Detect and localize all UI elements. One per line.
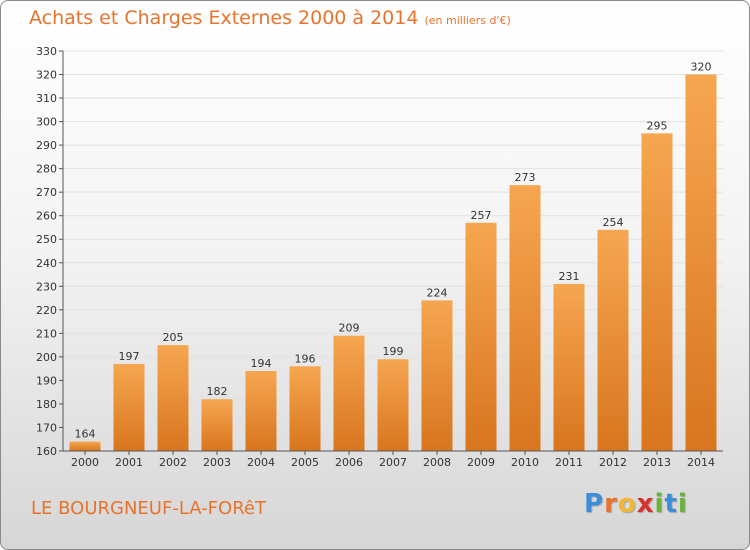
data-label: 205: [163, 331, 184, 344]
bars: 164 197 205 182 194 196 209 199 224 257 273 231 254 2…: [69, 61, 717, 451]
data-label: 197: [119, 350, 140, 363]
logo-letter: i: [654, 489, 665, 519]
x-tick-label: 2014: [687, 456, 715, 469]
bar: [421, 300, 453, 451]
x-tick-label: 2008: [423, 456, 451, 469]
y-tick-label: 320: [36, 69, 57, 82]
y-tick-label: 330: [36, 45, 57, 58]
logo-letter: i: [677, 489, 688, 519]
x-tick-label: 2004: [247, 456, 275, 469]
data-label: 254: [603, 216, 624, 229]
chart-title-text: Achats et Charges Externes 2000 à 2014: [29, 7, 419, 29]
y-tick-label: 210: [36, 327, 57, 340]
bar: [597, 229, 629, 451]
x-tick-label: 2005: [291, 456, 319, 469]
bar: [641, 133, 673, 451]
logo-letter: t: [664, 489, 678, 519]
y-tick-label: 310: [36, 92, 57, 105]
y-tick-label: 290: [36, 139, 57, 152]
proxiti-logo: Proxiti: [584, 489, 688, 519]
y-tick-label: 300: [36, 116, 57, 129]
bar: [69, 441, 101, 451]
data-label: 224: [427, 286, 448, 299]
x-tick-label: 2003: [203, 456, 231, 469]
axes: 160 170 180 190 200 210 220 230 240 250 260 270 280 2…: [36, 45, 723, 469]
bar: [113, 363, 145, 451]
y-tick-label: 250: [36, 233, 57, 246]
bar: [289, 366, 321, 451]
data-label: 320: [691, 61, 712, 74]
logo-letter: P: [584, 489, 605, 519]
data-label: 209: [339, 322, 360, 335]
x-tick-label: 2007: [379, 456, 407, 469]
data-label: 273: [515, 171, 536, 184]
x-tick-label: 2009: [467, 456, 495, 469]
y-tick-label: 160: [36, 445, 57, 458]
y-tick-label: 180: [36, 398, 57, 411]
bar: [245, 371, 277, 451]
chart-title: Achats et Charges Externes 2000 à 2014 (e…: [29, 7, 511, 29]
data-label: 194: [251, 357, 272, 370]
data-label: 257: [471, 209, 492, 222]
logo-letter: x: [636, 489, 655, 519]
bar: [509, 185, 541, 451]
y-tick-label: 220: [36, 304, 57, 317]
y-tick-label: 190: [36, 374, 57, 387]
y-tick-label: 230: [36, 280, 57, 293]
data-label: 295: [647, 119, 668, 132]
bar: [465, 222, 497, 451]
x-tick-label: 2006: [335, 456, 363, 469]
data-label: 231: [559, 270, 580, 283]
y-tick-label: 280: [36, 163, 57, 176]
chart-unit: (en milliers d'€): [424, 14, 511, 27]
data-label: 199: [383, 345, 404, 358]
x-tick-label: 2001: [115, 456, 143, 469]
commune-name: LE BOURGNEUF-LA-FORêT: [31, 498, 266, 519]
bar: [201, 399, 233, 451]
x-tick-label: 2002: [159, 456, 187, 469]
logo-letter: r: [604, 489, 618, 519]
x-tick-label: 2000: [71, 456, 99, 469]
bar: [377, 359, 409, 451]
y-tick-label: 260: [36, 210, 57, 223]
x-tick-label: 2013: [643, 456, 671, 469]
data-label: 164: [75, 428, 96, 441]
data-label: 182: [207, 385, 228, 398]
logo-letter: o: [617, 489, 637, 519]
x-tick-label: 2010: [511, 456, 539, 469]
y-tick-label: 200: [36, 351, 57, 364]
y-tick-label: 270: [36, 186, 57, 199]
x-tick-label: 2012: [599, 456, 627, 469]
bar: [157, 345, 189, 451]
bar: [553, 283, 585, 451]
bar: [333, 335, 365, 451]
x-tick-label: 2011: [555, 456, 583, 469]
data-label: 196: [295, 352, 316, 365]
y-tick-label: 240: [36, 257, 57, 270]
y-tick-label: 170: [36, 421, 57, 434]
bar: [685, 74, 717, 451]
